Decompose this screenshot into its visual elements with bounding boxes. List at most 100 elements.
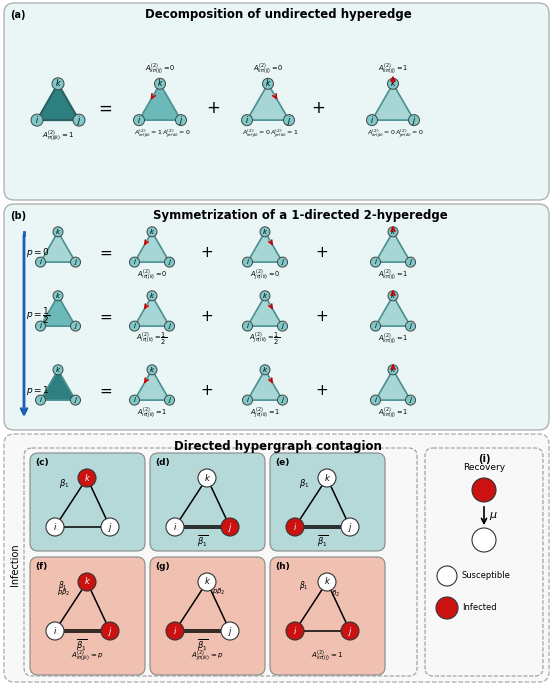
Circle shape — [409, 114, 420, 125]
Text: i: i — [133, 323, 135, 329]
Text: $A^{(2)}_{i\pi(jk)}=p$: $A^{(2)}_{i\pi(jk)}=p$ — [71, 648, 103, 663]
Circle shape — [278, 257, 288, 267]
FancyBboxPatch shape — [4, 204, 549, 430]
Text: $p=\dfrac{1}{2}$: $p=\dfrac{1}{2}$ — [26, 306, 50, 327]
Text: $A^{(2)}_{j\pi(ik)}=$$0$: $A^{(2)}_{j\pi(ik)}=$$0$ — [249, 267, 280, 282]
Text: (f): (f) — [35, 562, 47, 571]
Circle shape — [46, 518, 64, 536]
Text: k: k — [150, 366, 154, 373]
Polygon shape — [248, 296, 283, 326]
Circle shape — [341, 622, 359, 640]
Text: $A^{(2)}_{j\pi(ik)}=$$\dfrac{1}{2}$: $A^{(2)}_{j\pi(ik)}=$$\dfrac{1}{2}$ — [249, 331, 280, 347]
Text: $\overline{\beta_1}$: $\overline{\beta_1}$ — [317, 533, 328, 549]
Text: $A^{(2)}_{i\pi(jk)}=$$\dfrac{1}{2}$: $A^{(2)}_{i\pi(jk)}=$$\dfrac{1}{2}$ — [137, 331, 168, 347]
Circle shape — [70, 257, 81, 267]
Text: $+$: $+$ — [200, 382, 213, 397]
Text: $A^{(2)}_{i\pi(jk)}=0$: $A^{(2)}_{i\pi(jk)}=0$ — [242, 127, 270, 140]
Polygon shape — [375, 370, 410, 400]
Text: $A^{(2)}_{j\pi(ik)}=0$: $A^{(2)}_{j\pi(ik)}=0$ — [394, 127, 424, 140]
Text: j: j — [413, 116, 415, 125]
Circle shape — [133, 114, 144, 125]
Text: $\beta_1$: $\beta_1$ — [59, 477, 69, 490]
Text: $+$: $+$ — [315, 245, 328, 260]
Polygon shape — [134, 296, 170, 326]
Circle shape — [175, 114, 186, 125]
Text: $+$: $+$ — [200, 245, 213, 260]
Text: k: k — [263, 366, 267, 373]
Circle shape — [242, 114, 253, 125]
Text: k: k — [391, 229, 395, 235]
Text: i: i — [371, 116, 373, 125]
Text: (i): (i) — [478, 454, 491, 464]
Circle shape — [405, 257, 415, 267]
FancyBboxPatch shape — [425, 448, 543, 676]
Text: (g): (g) — [155, 562, 170, 571]
Text: $\overline{\beta_1}$: $\overline{\beta_1}$ — [197, 533, 208, 549]
Text: i: i — [247, 397, 248, 403]
Text: k: k — [56, 229, 60, 235]
Text: $+$: $+$ — [311, 99, 325, 117]
Text: j: j — [281, 259, 284, 265]
Text: $A^{(2)}_{k\pi(ij)}=1$: $A^{(2)}_{k\pi(ij)}=1$ — [378, 405, 408, 420]
Text: Infected: Infected — [462, 603, 497, 612]
Text: i: i — [247, 323, 248, 329]
Text: $+$: $+$ — [206, 99, 220, 117]
Text: $A^{(2)}_{k\pi(ij)}=1$: $A^{(2)}_{k\pi(ij)}=1$ — [378, 267, 408, 282]
FancyBboxPatch shape — [270, 557, 385, 675]
Text: j: j — [349, 523, 351, 532]
Text: j: j — [109, 523, 111, 532]
Text: $A^{(2)}_{k\pi(ij)}=1$: $A^{(2)}_{k\pi(ij)}=1$ — [311, 648, 343, 663]
Text: $\mu$: $\mu$ — [489, 510, 498, 522]
Text: k: k — [85, 577, 90, 586]
Circle shape — [166, 622, 184, 640]
Text: j: j — [78, 116, 80, 125]
Text: Directed hypergraph contagion: Directed hypergraph contagion — [174, 440, 382, 453]
Polygon shape — [40, 232, 76, 262]
FancyBboxPatch shape — [270, 453, 385, 551]
Circle shape — [263, 78, 274, 89]
Text: Decomposition of undirected hyperedge: Decomposition of undirected hyperedge — [145, 8, 411, 21]
Text: Susceptible: Susceptible — [462, 571, 511, 580]
Text: i: i — [138, 116, 140, 125]
Circle shape — [284, 114, 295, 125]
Circle shape — [278, 321, 288, 331]
Text: $\overline{\beta_1}$: $\overline{\beta_1}$ — [76, 637, 88, 653]
Circle shape — [388, 365, 398, 375]
Text: (d): (d) — [155, 458, 170, 467]
Text: $+$: $+$ — [315, 382, 328, 397]
Text: k: k — [158, 79, 162, 88]
Text: $=$: $=$ — [95, 99, 113, 117]
Circle shape — [243, 321, 253, 331]
Text: $A^{(2)}_{k\pi(ij)}=1$: $A^{(2)}_{k\pi(ij)}=1$ — [378, 61, 408, 76]
Text: $p=1$: $p=1$ — [26, 384, 50, 397]
Text: $p=0$: $p=0$ — [26, 245, 50, 258]
FancyBboxPatch shape — [150, 453, 265, 551]
Text: j: j — [180, 116, 182, 125]
Circle shape — [221, 622, 239, 640]
Text: Symmetrization of a 1-directed 2-hyperedge: Symmetrization of a 1-directed 2-hypered… — [153, 209, 447, 222]
Text: i: i — [39, 323, 41, 329]
Circle shape — [341, 518, 359, 536]
Circle shape — [405, 395, 415, 405]
Text: i: i — [174, 627, 176, 636]
Circle shape — [53, 365, 63, 375]
Text: $A^{(2)}_{j\pi(ik)}=0$: $A^{(2)}_{j\pi(ik)}=0$ — [161, 127, 190, 140]
Text: j: j — [410, 397, 411, 403]
Circle shape — [437, 566, 457, 586]
Circle shape — [46, 622, 64, 640]
Text: i: i — [374, 323, 377, 329]
Circle shape — [101, 518, 119, 536]
Polygon shape — [248, 232, 283, 262]
Text: i: i — [374, 397, 377, 403]
Text: $\beta_1$: $\beta_1$ — [299, 579, 309, 592]
Text: i: i — [247, 259, 248, 265]
Text: k: k — [56, 292, 60, 299]
Circle shape — [388, 291, 398, 301]
Text: $+$: $+$ — [315, 308, 328, 323]
Text: k: k — [263, 229, 267, 235]
Text: i: i — [374, 259, 377, 265]
Circle shape — [405, 321, 415, 331]
Text: $=$: $=$ — [97, 245, 113, 260]
Circle shape — [278, 395, 288, 405]
Circle shape — [198, 469, 216, 487]
